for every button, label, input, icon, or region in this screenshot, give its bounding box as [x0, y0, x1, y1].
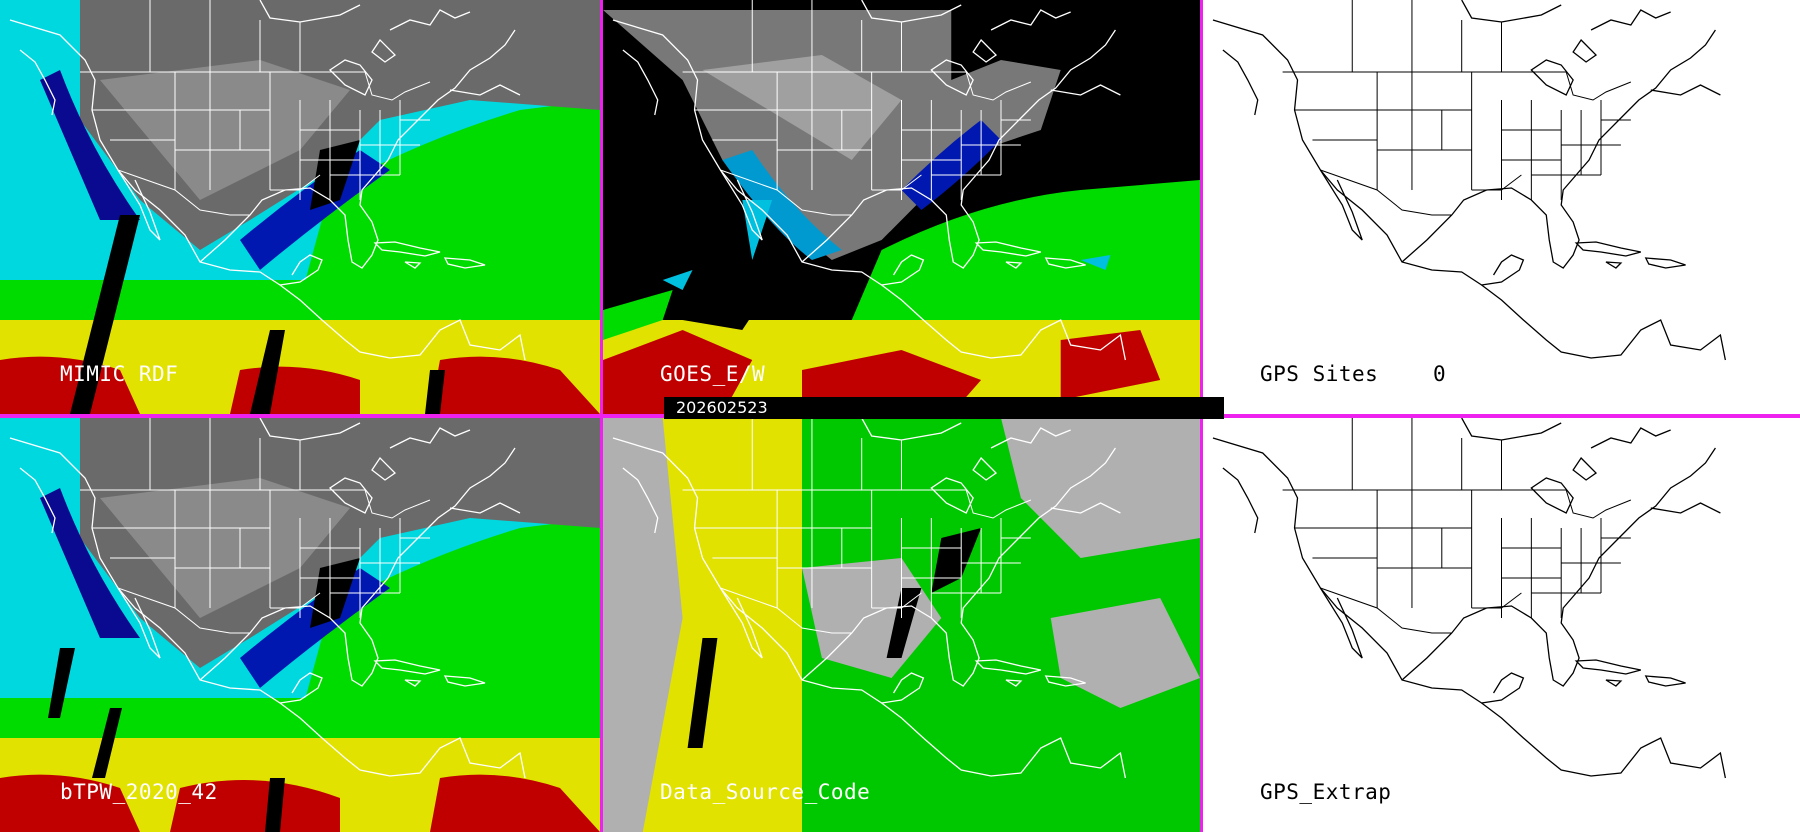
panel-goes-ew: GOES_E/W	[603, 0, 1200, 414]
gps-sites-count: 0	[1433, 362, 1447, 386]
timestamp-bar: 202602523	[664, 397, 1224, 419]
panel-label-gps-sites: GPS Sites	[1260, 362, 1379, 386]
panel-label-gps-extrap: GPS_Extrap	[1260, 780, 1392, 804]
panel-label-goes: GOES_E/W	[660, 362, 766, 386]
panel-gps-extrap: GPS_Extrap	[1203, 418, 1800, 832]
gps-extrap-map	[1203, 418, 1800, 832]
btpw-tpw-map	[0, 418, 600, 832]
panel-btpw: bTPW_2020_42	[0, 418, 600, 832]
panel-label-source: Data_Source_Code	[660, 780, 871, 804]
timestamp-text: 202602523	[676, 398, 768, 417]
panel-label-mimic: MIMIC RDF	[60, 362, 179, 386]
panel-data-source-code: Data_Source_Code	[603, 418, 1200, 832]
panel-gps-sites: GPS Sites 0	[1203, 0, 1800, 414]
panel-label-btpw: bTPW_2020_42	[60, 780, 218, 804]
gps-sites-map	[1203, 0, 1800, 414]
panel-mimic-rdf: MIMIC RDF	[0, 0, 600, 414]
data-source-map	[603, 418, 1200, 832]
goes-tpw-map	[603, 0, 1200, 414]
mimic-tpw-map	[0, 0, 600, 414]
